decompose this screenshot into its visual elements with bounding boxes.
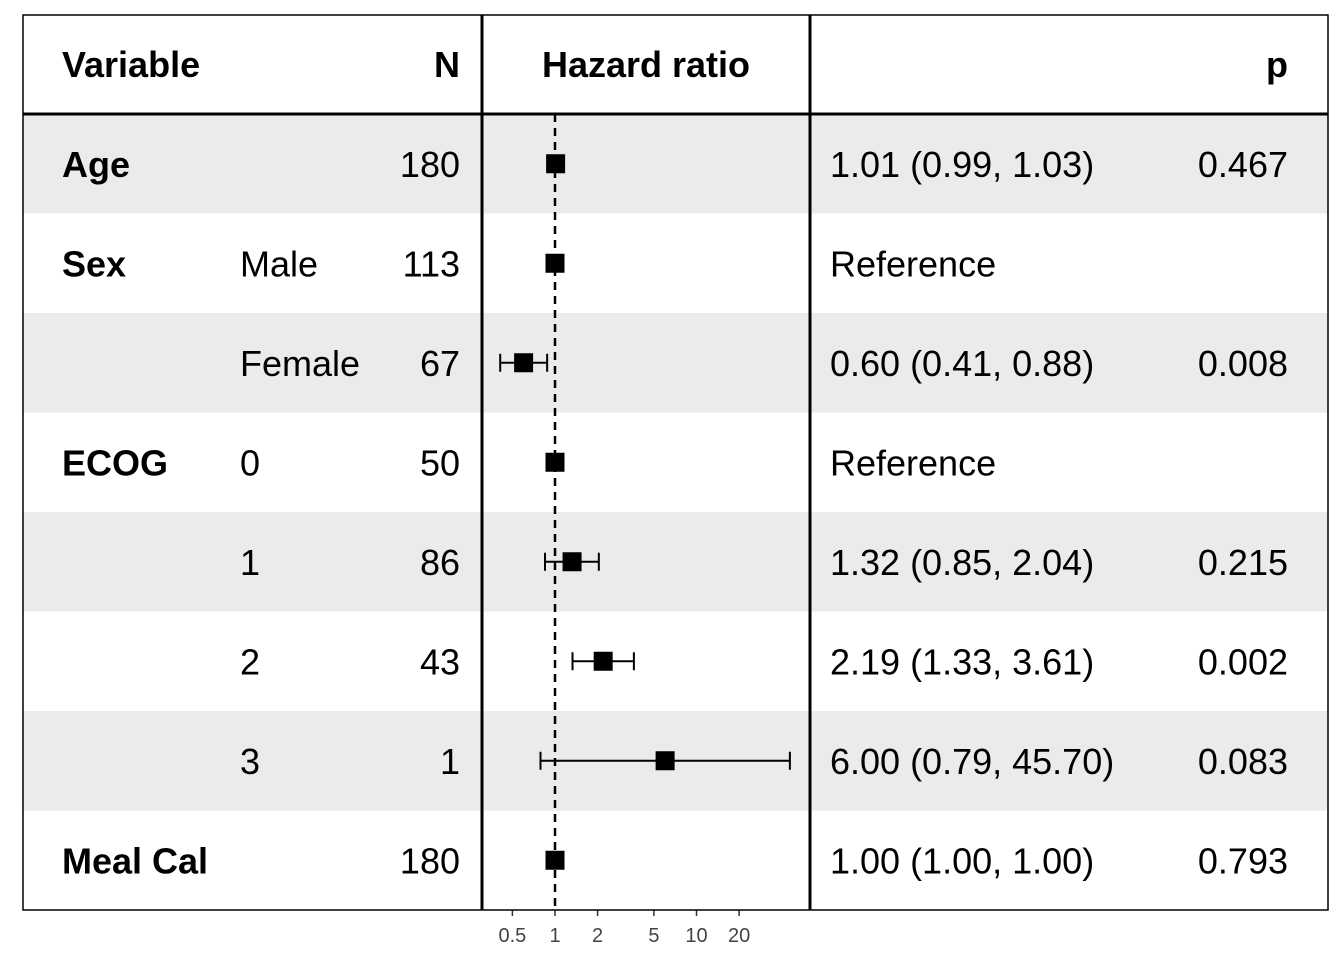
level-label: 2 [240, 641, 260, 682]
x-tick-label: 10 [685, 925, 707, 947]
estimate-text: 6.00 (0.79, 45.70) [830, 741, 1114, 782]
point-marker [562, 552, 582, 572]
p-value: 0.008 [1198, 343, 1288, 384]
estimate-text: 1.32 (0.85, 2.04) [830, 542, 1094, 583]
table-border [22, 14, 1329, 911]
point-marker [546, 154, 566, 174]
header-variable: Variable [62, 44, 200, 85]
estimate-text: Reference [830, 243, 996, 284]
estimate-text: Reference [830, 442, 996, 483]
x-tick-label: 0.5 [498, 925, 526, 947]
level-label: 1 [240, 542, 260, 583]
point-marker [545, 253, 565, 273]
table-row: Meal Cal 180 1.00 (1.00, 1.00) 0.793 [62, 840, 1288, 881]
n-value: 67 [420, 343, 460, 384]
hazard-ratio-plot [499, 114, 791, 910]
header-p: p [1266, 44, 1288, 85]
estimate-text: 2.19 (1.33, 3.61) [830, 641, 1094, 682]
point-marker [655, 751, 675, 771]
estimate-text: 1.00 (1.00, 1.00) [830, 840, 1094, 881]
point-marker [593, 651, 613, 671]
variable-label: Meal Cal [62, 840, 208, 881]
header-n: N [434, 44, 460, 85]
p-value: 0.467 [1198, 144, 1288, 185]
level-label: 3 [240, 741, 260, 782]
row-shade [23, 313, 1328, 413]
x-axis: 0.5 1 2 5 10 20 [498, 910, 750, 947]
n-value: 180 [400, 840, 460, 881]
level-label: Female [240, 343, 360, 384]
x-tick-label: 20 [728, 925, 750, 947]
table-row: Age 180 1.01 (0.99, 1.03) 0.467 [62, 144, 1288, 185]
n-value: 86 [420, 542, 460, 583]
row-shade [23, 114, 1328, 214]
x-tick-label: 1 [549, 925, 560, 947]
p-value: 0.002 [1198, 641, 1288, 682]
n-value: 180 [400, 144, 460, 185]
p-value: 0.793 [1198, 840, 1288, 881]
n-value: 1 [440, 741, 460, 782]
point-marker [514, 353, 534, 373]
row-shade [23, 512, 1328, 612]
point-marker [545, 850, 565, 870]
n-value: 50 [420, 442, 460, 483]
table-row: 2 43 2.19 (1.33, 3.61) 0.002 [240, 641, 1288, 682]
table-row: Sex Male 113 Reference [62, 243, 996, 284]
x-tick-label: 2 [592, 925, 603, 947]
point-marker [545, 452, 565, 472]
p-value: 0.215 [1198, 542, 1288, 583]
variable-label: Age [62, 144, 130, 185]
p-value: 0.083 [1198, 741, 1288, 782]
level-label: Male [240, 243, 318, 284]
estimate-text: 0.60 (0.41, 0.88) [830, 343, 1094, 384]
n-value: 113 [403, 243, 460, 284]
x-tick-label: 5 [648, 925, 659, 947]
row-shading-layer [23, 114, 1328, 811]
n-value: 43 [420, 641, 460, 682]
variable-label: ECOG [62, 442, 168, 483]
variable-label: Sex [62, 243, 126, 284]
table-row: 3 1 6.00 (0.79, 45.70) 0.083 [240, 741, 1288, 782]
header-hazard-ratio: Hazard ratio [542, 44, 750, 85]
table-row: ECOG 0 50 Reference [62, 442, 996, 483]
table-row: 1 86 1.32 (0.85, 2.04) 0.215 [240, 542, 1288, 583]
level-label: 0 [240, 442, 260, 483]
table-row: Female 67 0.60 (0.41, 0.88) 0.008 [240, 343, 1288, 384]
estimate-text: 1.01 (0.99, 1.03) [830, 144, 1094, 185]
